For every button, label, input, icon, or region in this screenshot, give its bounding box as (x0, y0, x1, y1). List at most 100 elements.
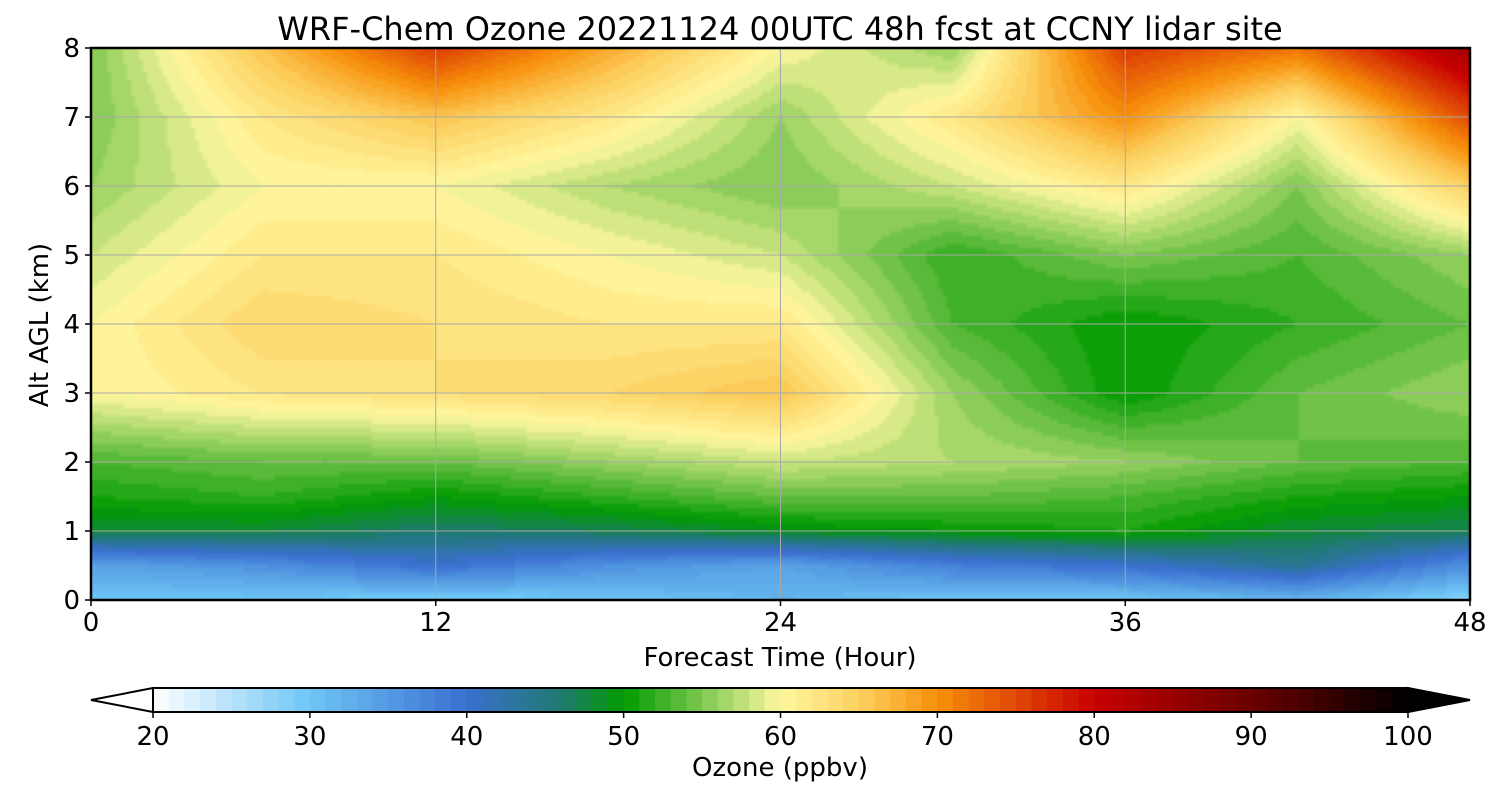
colorbar-extend-high (1407, 686, 1471, 714)
colorbar-bin (372, 688, 389, 712)
colorbar-bin (639, 688, 656, 712)
colorbar-bin (560, 688, 578, 712)
colorbar-bin (655, 688, 672, 712)
colorbar-bin (529, 688, 546, 712)
colorbar-bin (607, 688, 625, 712)
y-tick-label: 0 (63, 586, 80, 616)
colorbar-bin (513, 688, 531, 712)
colorbar-bin (1172, 688, 1189, 712)
colorbar-bin (733, 688, 750, 712)
colorbar-bin (200, 688, 217, 712)
x-tick-label: 12 (419, 608, 452, 638)
x-tick-label: 24 (764, 608, 797, 638)
y-tick-label: 1 (63, 517, 80, 547)
colorbar-bin (1251, 688, 1268, 712)
y-axis-label: Alt AGL (km) (25, 243, 55, 407)
colorbar-bin (1313, 688, 1331, 712)
colorbar-bin (1360, 688, 1378, 712)
colorbar-bin (1345, 688, 1362, 712)
colorbar-bin (435, 688, 452, 712)
y-tick-label: 6 (63, 172, 80, 202)
colorbar-bin (1062, 688, 1080, 712)
x-tick-label: 36 (1109, 608, 1142, 638)
y-tick-label: 5 (63, 241, 80, 271)
colorbar-bin (294, 688, 311, 712)
colorbar-bin (1329, 688, 1346, 712)
colorbar-bin (1266, 688, 1284, 712)
x-axis: 0 12 24 36 48 (83, 600, 1487, 638)
colorbar-bin (1392, 688, 1409, 712)
colorbar-bin (1000, 688, 1017, 712)
colorbar-tick-label: 70 (921, 722, 954, 752)
colorbar-bin (231, 688, 248, 712)
colorbar-bin (247, 688, 264, 712)
colorbar-bin (1298, 688, 1315, 712)
colorbar-bin (1282, 688, 1299, 712)
colorbar-bin (1015, 688, 1033, 712)
colorbar-bin (1204, 688, 1221, 712)
colorbar-bin (309, 688, 327, 712)
colorbar-tick-label: 100 (1383, 722, 1433, 752)
colorbar-bin (451, 688, 468, 712)
colorbar-bin (356, 688, 374, 712)
colorbar-bin (702, 688, 719, 712)
colorbar-extend-low (90, 686, 154, 714)
colorbar-bin (1031, 688, 1048, 712)
colorbar-bin (906, 688, 923, 712)
colorbar-bin (419, 688, 436, 712)
x-axis-label: Forecast Time (Hour) (643, 643, 916, 673)
colorbar-bin (1188, 688, 1205, 712)
colorbar-bin (592, 688, 609, 712)
x-tick-label: 48 (1453, 608, 1486, 638)
x-tick-label: 0 (83, 608, 100, 638)
colorbar-bin (482, 688, 499, 712)
grid-lines (91, 48, 1470, 600)
colorbar-bin (545, 688, 562, 712)
y-tick-label: 2 (63, 448, 80, 478)
colorbar-bin (388, 688, 405, 712)
colorbar: 20 30 40 50 60 70 80 90 100 (90, 686, 1471, 752)
colorbar-bin (984, 688, 1001, 712)
colorbar-bin (1157, 688, 1174, 712)
colorbar-tick-label: 20 (136, 722, 169, 752)
colorbar-bin (1376, 688, 1393, 712)
colorbar-bin (498, 688, 515, 712)
colorbar-bin (749, 688, 766, 712)
colorbar-bin (1047, 688, 1064, 712)
colorbar-bin (843, 688, 860, 712)
colorbar-bin (466, 688, 484, 712)
colorbar-bin (717, 688, 735, 712)
colorbar-bin (827, 688, 844, 712)
colorbar-bin (184, 688, 201, 712)
colorbar-bin (623, 688, 640, 712)
colorbar-bin (686, 688, 703, 712)
colorbar-bin (780, 688, 797, 712)
colorbar-bin (1219, 688, 1237, 712)
colorbar-tick-label: 80 (1078, 722, 1111, 752)
colorbar-bins (153, 688, 1409, 712)
y-axis: 0 1 2 3 4 5 6 7 8 (63, 34, 91, 616)
colorbar-tick-label: 30 (293, 722, 326, 752)
colorbar-tick-label: 40 (450, 722, 483, 752)
colorbar-bin (168, 688, 185, 712)
colorbar-tick-label: 60 (764, 722, 797, 752)
colorbar-bin (858, 688, 876, 712)
colorbar-bin (341, 688, 358, 712)
colorbar-bin (764, 688, 782, 712)
colorbar-bin (890, 688, 907, 712)
y-tick-label: 8 (63, 34, 80, 64)
colorbar-bin (670, 688, 687, 712)
y-tick-label: 7 (63, 103, 80, 133)
colorbar-bin (404, 688, 421, 712)
colorbar-ticks: 20 30 40 50 60 70 80 90 100 (136, 712, 1433, 752)
chart-title: WRF-Chem Ozone 20221124 00UTC 48h fcst a… (277, 10, 1282, 48)
colorbar-bin (1125, 688, 1142, 712)
colorbar-bin (937, 688, 954, 712)
colorbar-bin (215, 688, 233, 712)
colorbar-bin (1141, 688, 1158, 712)
colorbar-bin (1109, 688, 1127, 712)
colorbar-bin (1094, 688, 1111, 712)
colorbar-bin (968, 688, 986, 712)
colorbar-bin (278, 688, 295, 712)
